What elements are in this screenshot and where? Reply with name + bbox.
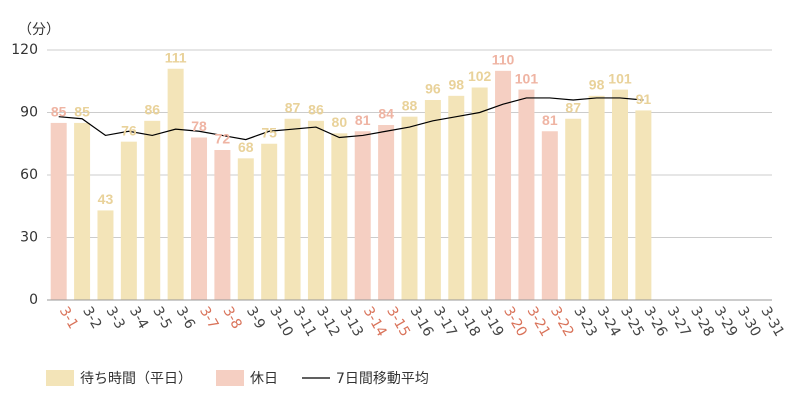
x-tick-label: 3-8 (219, 304, 244, 332)
value-label: 98 (448, 77, 464, 93)
value-label: 85 (51, 104, 67, 120)
x-tick-label: 3-20 (500, 304, 530, 340)
bar (495, 70, 512, 300)
value-label: 110 (492, 52, 515, 68)
bar (354, 131, 371, 300)
legend-label: 待ち時間（平日） (80, 371, 192, 387)
x-tick-label: 3-6 (173, 304, 198, 332)
bar (307, 120, 324, 300)
bar (120, 141, 137, 300)
x-tick-label: 3-5 (149, 304, 174, 332)
bar (167, 68, 184, 300)
value-label: 84 (378, 106, 394, 122)
x-tick-label: 3-25 (617, 304, 647, 340)
value-label: 81 (542, 112, 558, 128)
bar (611, 89, 628, 300)
x-tick-label: 3-10 (266, 304, 296, 340)
x-tick-label: 3-12 (313, 304, 343, 340)
value-label: 76 (121, 122, 137, 138)
bar (261, 143, 278, 300)
value-label: 68 (238, 139, 254, 155)
legend-swatch (46, 370, 74, 386)
x-tick-label: 3-22 (547, 304, 577, 340)
y-tick-label: 30 (20, 230, 38, 246)
value-label: 91 (636, 91, 652, 107)
value-label: 43 (98, 191, 114, 207)
value-label: 85 (74, 104, 90, 120)
x-tick-label: 3-19 (477, 304, 507, 340)
value-label: 78 (191, 118, 207, 134)
bar (565, 118, 582, 300)
moving-average-line (58, 97, 644, 141)
value-label: 81 (355, 112, 371, 128)
value-label: 102 (468, 68, 492, 84)
x-tick-label: 3-29 (711, 304, 741, 340)
bar (635, 110, 652, 301)
legend-swatch (216, 370, 244, 386)
bar (378, 125, 395, 300)
x-tick-label: 3-2 (79, 304, 104, 332)
unit-label: （分） (18, 22, 60, 38)
value-label: 88 (402, 97, 418, 113)
bar (50, 122, 67, 301)
legend-label: 休日 (250, 371, 278, 387)
value-label: 101 (608, 70, 632, 86)
bar (471, 87, 488, 300)
x-tick-label: 3-1 (56, 304, 81, 332)
x-tick-label: 3-14 (360, 304, 390, 340)
bar (331, 133, 348, 300)
value-label: 72 (215, 131, 231, 147)
x-tick-label: 3-11 (290, 304, 320, 340)
value-label: 101 (515, 70, 539, 86)
x-tick-label: 3-31 (757, 304, 787, 340)
x-tick-label: 3-13 (336, 304, 366, 340)
x-tick-label: 3-3 (103, 304, 128, 332)
value-label: 111 (165, 49, 187, 65)
x-tick-label: 3-23 (570, 304, 600, 340)
x-tick-label: 3-28 (687, 304, 717, 340)
x-tick-label: 3-15 (383, 304, 413, 340)
x-tick-label: 3-17 (430, 304, 460, 340)
value-label: 87 (565, 99, 581, 115)
bar (284, 118, 301, 300)
bar (541, 131, 558, 300)
bar (144, 120, 161, 300)
value-label: 87 (285, 99, 301, 115)
x-tick-label: 3-7 (196, 304, 221, 332)
x-tick-label: 3-21 (524, 304, 554, 340)
value-label: 75 (261, 124, 277, 140)
y-tick-label: 90 (20, 105, 38, 121)
y-tick-label: 0 (29, 292, 38, 308)
x-tick-label: 3-4 (126, 304, 151, 332)
x-tick-label: 3-9 (243, 304, 268, 332)
x-tick-label: 3-27 (664, 304, 694, 340)
legend-label: 7日間移動平均 (336, 371, 429, 387)
value-label: 86 (308, 102, 324, 118)
bar (214, 150, 231, 300)
x-tick-label: 3-24 (594, 304, 624, 340)
bar (424, 100, 441, 300)
bar (237, 158, 254, 300)
y-tick-label: 60 (20, 167, 38, 183)
bar (518, 89, 535, 300)
value-label: 80 (332, 114, 348, 130)
value-label: 86 (144, 102, 160, 118)
bar (448, 95, 465, 300)
bar (191, 137, 208, 300)
value-label: 96 (425, 81, 441, 97)
x-tick-label: 3-26 (640, 304, 670, 340)
bar (401, 116, 418, 301)
bar (74, 122, 91, 301)
bar (97, 210, 114, 300)
x-tick-label: 3-30 (734, 304, 764, 340)
bar (588, 95, 605, 300)
value-label: 98 (589, 77, 605, 93)
x-tick-label: 3-16 (407, 304, 437, 340)
x-tick-label: 3-18 (453, 304, 483, 340)
y-tick-label: 120 (11, 42, 38, 58)
